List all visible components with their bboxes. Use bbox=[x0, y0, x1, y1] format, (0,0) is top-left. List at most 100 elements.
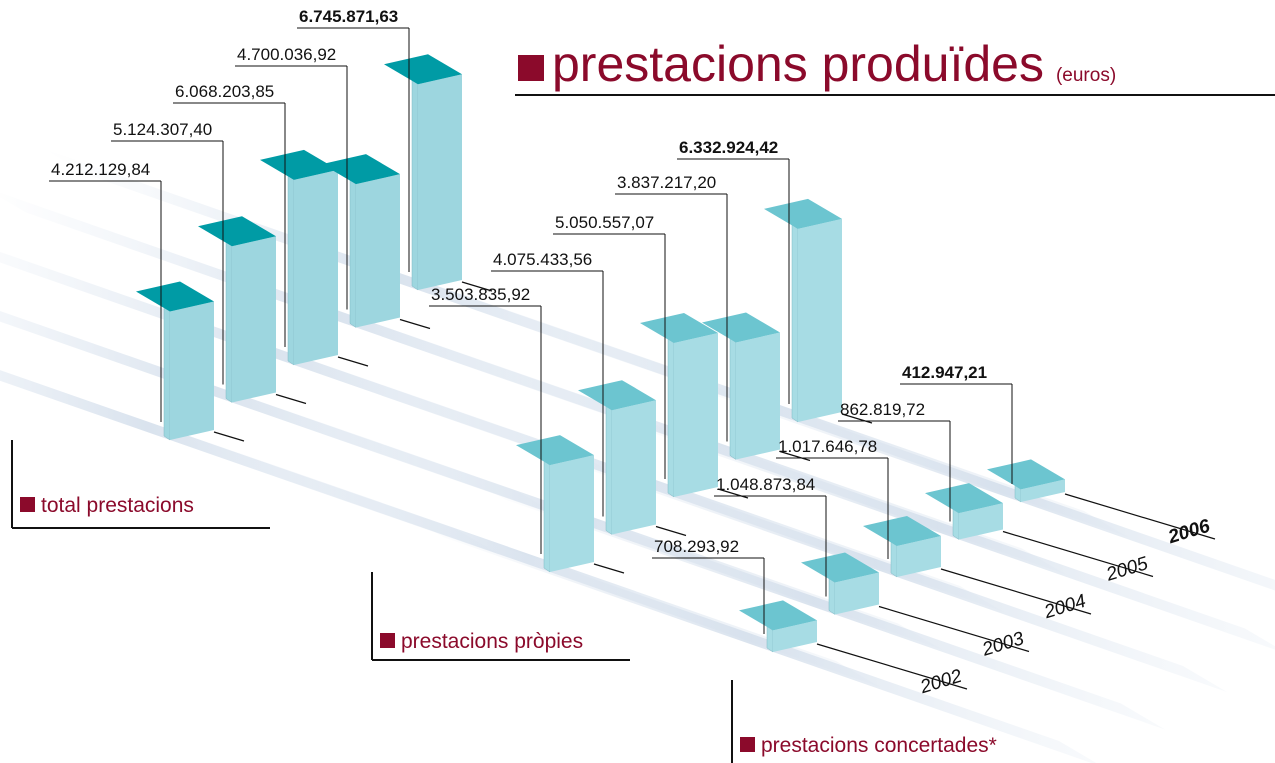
bar-top bbox=[739, 600, 817, 631]
bar bbox=[322, 154, 400, 328]
bar-front bbox=[294, 169, 338, 365]
chart-title: prestacions pròpies bbox=[401, 630, 583, 653]
title-text: prestacions produïdes bbox=[552, 36, 1044, 92]
bar bbox=[801, 552, 879, 615]
legend-marker bbox=[740, 737, 755, 752]
base-tick bbox=[878, 605, 1030, 653]
floor-band bbox=[523, 436, 1227, 692]
base-tick bbox=[275, 393, 307, 405]
bar-top bbox=[925, 483, 1003, 514]
year-label: 2003 bbox=[979, 628, 1027, 661]
value-label: 5.124.307,40 bbox=[113, 120, 212, 139]
legend-marker bbox=[380, 633, 395, 648]
base-tick bbox=[213, 431, 245, 442]
bar-side bbox=[349, 179, 357, 328]
bar-front bbox=[356, 174, 400, 328]
value-label: 6.068.203,85 bbox=[175, 82, 274, 101]
bar bbox=[863, 515, 941, 578]
bar-front bbox=[418, 74, 462, 290]
bar-top bbox=[198, 216, 276, 247]
year-label: 2004 bbox=[1041, 591, 1089, 624]
base-tick bbox=[816, 643, 968, 690]
bar-side bbox=[667, 338, 675, 498]
bar-top bbox=[322, 154, 400, 185]
bar bbox=[739, 600, 817, 653]
bar bbox=[384, 54, 462, 291]
unit-text: (euros) bbox=[1056, 65, 1116, 86]
year-label: 2002 bbox=[917, 666, 965, 699]
year-label: 2006 bbox=[1165, 516, 1213, 549]
bar-top bbox=[260, 149, 338, 180]
chart-title: total prestacions bbox=[41, 494, 194, 517]
bar bbox=[136, 281, 214, 441]
base-tick bbox=[1064, 493, 1216, 540]
value-label: 1.017.646,78 bbox=[778, 437, 877, 456]
bar-front bbox=[798, 218, 842, 422]
base-tick bbox=[1002, 530, 1154, 578]
base-tick bbox=[593, 563, 625, 574]
base-tick bbox=[940, 568, 1092, 615]
legend-marker bbox=[20, 497, 35, 512]
bar-front bbox=[674, 332, 718, 497]
bar-side bbox=[952, 508, 960, 540]
bar bbox=[260, 149, 338, 366]
bar-front bbox=[736, 332, 780, 460]
floor-band bbox=[399, 511, 1097, 763]
bar-top bbox=[801, 552, 879, 583]
bar-top bbox=[384, 54, 462, 85]
value-label: 4.700.036,92 bbox=[237, 45, 336, 64]
bar bbox=[764, 198, 842, 423]
bar-side bbox=[543, 460, 551, 573]
bar-front bbox=[1021, 479, 1065, 502]
bar-side bbox=[225, 241, 233, 403]
main-title: prestacions produïdes (euros) bbox=[552, 36, 1116, 92]
value-label: 708.293,92 bbox=[654, 537, 739, 556]
floor-band bbox=[461, 473, 1165, 730]
value-label: 5.050.557,07 bbox=[555, 213, 654, 232]
base-tick bbox=[655, 525, 687, 537]
bar-side bbox=[163, 307, 171, 441]
title-marker bbox=[518, 55, 544, 81]
year-label: 2005 bbox=[1103, 553, 1151, 586]
bar bbox=[640, 312, 718, 498]
bar-front bbox=[232, 236, 276, 403]
value-label: 4.212.129,84 bbox=[51, 160, 150, 179]
bar bbox=[987, 459, 1065, 503]
base-tick bbox=[779, 450, 811, 462]
bar-side bbox=[766, 625, 774, 653]
bar bbox=[578, 380, 656, 535]
bar bbox=[516, 435, 594, 573]
floor-band bbox=[585, 398, 1275, 650]
bar-top bbox=[987, 459, 1065, 490]
bar-front bbox=[773, 620, 817, 652]
value-label: 3.503.835,92 bbox=[431, 285, 530, 304]
bar bbox=[925, 483, 1003, 540]
bar-front bbox=[170, 301, 214, 440]
bar-front bbox=[897, 535, 941, 577]
bar-side bbox=[605, 405, 613, 535]
bar-front bbox=[612, 400, 656, 535]
chart-title: prestacions concertades* bbox=[761, 734, 997, 757]
bar-top bbox=[516, 435, 594, 466]
value-label: 6.745.871,63 bbox=[299, 7, 398, 26]
bar-front bbox=[550, 455, 594, 572]
value-label: 412.947,21 bbox=[902, 363, 987, 382]
bar-front bbox=[959, 503, 1003, 540]
bar-side bbox=[890, 541, 898, 578]
base-tick bbox=[461, 281, 493, 292]
bar-top bbox=[578, 380, 656, 411]
value-label: 6.332.924,42 bbox=[679, 138, 778, 157]
bar-side bbox=[287, 175, 295, 366]
bar-side bbox=[791, 224, 799, 423]
base-tick bbox=[399, 318, 431, 330]
value-label: 862.819,72 bbox=[840, 400, 925, 419]
bar-top bbox=[136, 281, 214, 312]
value-label: 3.837.217,20 bbox=[617, 173, 716, 192]
base-tick bbox=[337, 356, 369, 367]
bar bbox=[702, 312, 780, 460]
bar-side bbox=[411, 79, 419, 291]
bar-front bbox=[835, 572, 879, 615]
bar-top bbox=[863, 515, 941, 546]
bar-side bbox=[729, 337, 737, 460]
